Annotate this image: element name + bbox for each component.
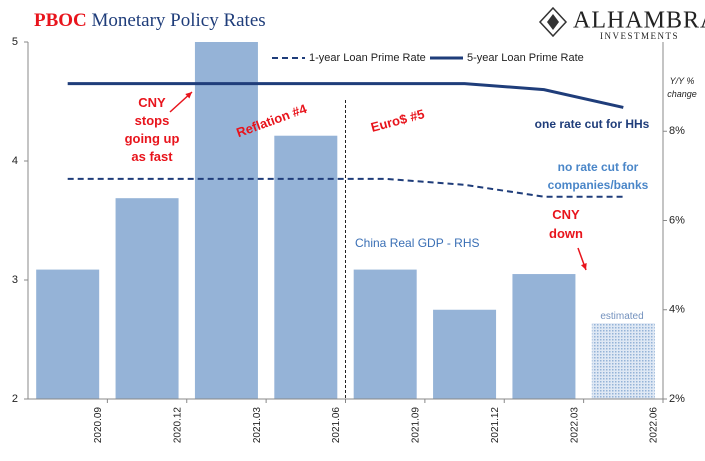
x-tick-label: 2021.09 (411, 407, 422, 444)
arrow-head (185, 92, 192, 99)
y-tick-label: 4 (12, 155, 18, 167)
arrow-head (580, 263, 587, 270)
y-tick-label: 5 (12, 36, 18, 48)
annotation-line: CNY (138, 95, 166, 110)
chart-title: PBOC Monetary Policy Rates (34, 10, 266, 31)
logo-name: ALHAMBRA (573, 8, 705, 34)
x-tick-label: 2021.03 (252, 407, 263, 444)
annotation-line: going up (125, 131, 180, 146)
annotation-line: stops (135, 113, 170, 128)
y-tick-label: 3 (12, 274, 18, 286)
x-tick-label: 2021.06 (331, 407, 342, 444)
x-tick-label: 2022.03 (569, 407, 580, 444)
annotation-line: as fast (131, 149, 173, 164)
annotation: no rate cut for companies/banks (548, 160, 649, 192)
rate-line (67, 177, 624, 198)
bar (353, 269, 417, 399)
x-tick-label: 2021.12 (490, 407, 501, 444)
bar (591, 323, 655, 399)
annotation: CNY down (549, 207, 583, 241)
bar (115, 198, 179, 399)
bar (274, 135, 338, 399)
annotation-line: CNY (552, 207, 580, 222)
y2-tick-label: 8% (669, 125, 685, 137)
y2-label-line: Y/Y % (670, 76, 695, 86)
legend-label: 5-year Loan Prime Rate (467, 52, 584, 64)
y2-tick-label: 2% (669, 393, 685, 405)
y2-tick-label: 4% (669, 304, 685, 316)
y2-label: Y/Y % change (667, 76, 697, 99)
logo-sub: INVESTMENTS (600, 31, 679, 41)
y-tick-label: 2 (12, 393, 18, 405)
bar-series-label: China Real GDP - RHS (355, 236, 480, 250)
annotation: estimated (600, 311, 643, 322)
annotation-line: estimated (600, 311, 643, 322)
bar (512, 274, 576, 399)
logo: ALHAMBRA INVESTMENTS (538, 6, 705, 41)
annotation: one rate cut for HHs (535, 117, 650, 131)
legend-label: 1-year Loan Prime Rate (309, 52, 426, 64)
rate-line (67, 82, 624, 109)
title-part: PBOC (34, 10, 87, 31)
y2-label-line: change (667, 89, 697, 99)
y2-tick-label: 6% (669, 214, 685, 226)
x-tick-label: 2020.09 (93, 407, 104, 444)
annotation-line: companies/banks (548, 178, 649, 192)
bar (433, 309, 497, 399)
annotation: CNY stops going up as fast (125, 95, 180, 164)
bar (36, 269, 100, 399)
x-tick-label: 2020.12 (172, 407, 183, 444)
annotation-line: down (549, 226, 583, 241)
x-tick-label: 2022.06 (649, 407, 660, 444)
annotation-line: no rate cut for (558, 160, 639, 174)
bar (194, 42, 258, 399)
annotation-line: one rate cut for HHs (535, 117, 650, 131)
title-part: Monetary Policy Rates (92, 10, 266, 31)
bars (36, 42, 655, 399)
